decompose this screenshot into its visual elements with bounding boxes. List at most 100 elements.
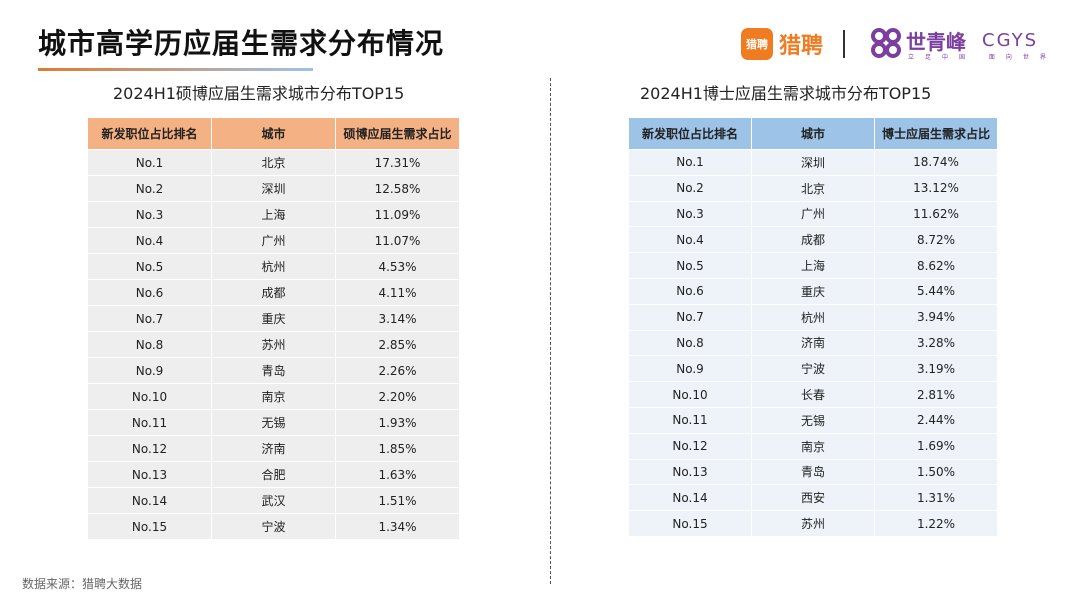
table-row: No.5 杭州 4.53% — [87, 253, 460, 280]
cell-share: 13.12% — [874, 174, 998, 202]
cell-city: 南京 — [751, 432, 875, 460]
masters-phd-city-table: 新发职位占比排名 城市 硕博应届生需求占比 No.1 北京 17.31% No.2 深圳… — [87, 117, 460, 540]
cell-share: 11.09% — [335, 201, 460, 228]
cell-rank: No.3 — [628, 200, 752, 228]
liepin-logo: 猎聘 猎聘 — [741, 28, 823, 60]
cell-rank: No.2 — [87, 175, 212, 202]
cell-share: 1.34% — [335, 513, 460, 540]
table-row: No.5 上海 8.62% — [628, 252, 998, 279]
cell-city: 成都 — [751, 226, 875, 254]
table-row: No.14 武汉 1.51% — [87, 487, 460, 514]
cell-share: 1.22% — [874, 510, 998, 537]
table-row: No.1 深圳 18.74% — [628, 149, 998, 176]
table-row: No.9 宁波 3.19% — [628, 355, 998, 383]
table-row: No.3 广州 11.62% — [628, 200, 998, 228]
cell-city: 杭州 — [751, 303, 875, 331]
column-header-rank: 新发职位占比排名 — [87, 117, 212, 150]
table-row: No.13 合肥 1.63% — [87, 461, 460, 488]
table-header-row: 新发职位占比排名 城市 博士应届生需求占比 — [628, 117, 998, 150]
cell-city: 深圳 — [751, 149, 875, 176]
cgys-logo-cn: 世青峰 — [906, 30, 966, 54]
center-divider — [550, 78, 551, 584]
cell-rank: No.9 — [87, 357, 212, 384]
cell-rank: No.14 — [628, 484, 752, 512]
cell-city: 重庆 — [751, 277, 875, 305]
cell-city: 上海 — [211, 201, 336, 228]
table-row: No.8 苏州 2.85% — [87, 331, 460, 358]
cell-city: 无锡 — [751, 406, 875, 434]
cell-rank: No.11 — [628, 406, 752, 434]
logo-divider — [843, 30, 845, 58]
column-header-city: 城市 — [211, 117, 336, 150]
cell-city: 北京 — [211, 149, 336, 176]
cell-share: 18.74% — [874, 149, 998, 176]
cell-rank: No.9 — [628, 355, 752, 383]
cell-share: 8.72% — [874, 226, 998, 254]
cell-rank: No.1 — [628, 149, 752, 176]
cell-rank: No.6 — [628, 277, 752, 305]
table-row: No.7 杭州 3.94% — [628, 303, 998, 331]
cell-rank: No.10 — [628, 381, 752, 408]
title-underline — [38, 68, 313, 71]
cell-share: 2.85% — [335, 331, 460, 358]
cell-share: 1.85% — [335, 435, 460, 462]
table-row: No.2 深圳 12.58% — [87, 175, 460, 202]
cell-rank: No.7 — [87, 305, 212, 332]
cell-share: 11.62% — [874, 200, 998, 228]
cell-share: 3.19% — [874, 355, 998, 383]
table-row: No.14 西安 1.31% — [628, 484, 998, 512]
cell-rank: No.6 — [87, 279, 212, 306]
cell-city: 苏州 — [211, 331, 336, 358]
cell-share: 5.44% — [874, 277, 998, 305]
cell-share: 2.44% — [874, 406, 998, 434]
table-row: No.4 成都 8.72% — [628, 226, 998, 254]
cell-rank: No.15 — [628, 510, 752, 537]
cell-city: 广州 — [751, 200, 875, 228]
cell-city: 北京 — [751, 174, 875, 202]
table-row: No.15 宁波 1.34% — [87, 513, 460, 540]
liepin-logo-badge: 猎聘 — [741, 28, 773, 60]
cell-rank: No.8 — [87, 331, 212, 358]
cell-city: 上海 — [751, 252, 875, 279]
cell-city: 重庆 — [211, 305, 336, 332]
cell-share: 1.51% — [335, 487, 460, 514]
page-title: 城市高学历应届生需求分布情况 — [38, 27, 445, 60]
table-row: No.6 重庆 5.44% — [628, 277, 998, 305]
table-row: No.11 无锡 2.44% — [628, 406, 998, 434]
cell-city: 无锡 — [211, 409, 336, 436]
cell-share: 3.94% — [874, 303, 998, 331]
cell-city: 苏州 — [751, 510, 875, 537]
cell-share: 1.69% — [874, 432, 998, 460]
table-row: No.4 广州 11.07% — [87, 227, 460, 254]
cell-city: 青岛 — [751, 458, 875, 486]
left-table-caption: 2024H1硕博应届生需求城市分布TOP15 — [113, 84, 405, 103]
cell-city: 武汉 — [211, 487, 336, 514]
cell-city: 西安 — [751, 484, 875, 512]
table-row: No.2 北京 13.12% — [628, 174, 998, 202]
cell-city: 成都 — [211, 279, 336, 306]
cell-city: 济南 — [211, 435, 336, 462]
table-row: No.7 重庆 3.14% — [87, 305, 460, 332]
table-row: No.10 长春 2.81% — [628, 381, 998, 408]
cgys-mark-icon — [871, 28, 901, 58]
cell-city: 杭州 — [211, 253, 336, 280]
cell-city: 宁波 — [751, 355, 875, 383]
cell-rank: No.12 — [87, 435, 212, 462]
cell-city: 合肥 — [211, 461, 336, 488]
cell-rank: No.8 — [628, 329, 752, 357]
table-row: No.9 青岛 2.26% — [87, 357, 460, 384]
cell-city: 济南 — [751, 329, 875, 357]
cell-rank: No.13 — [628, 458, 752, 486]
cell-share: 2.20% — [335, 383, 460, 410]
cell-rank: No.1 — [87, 149, 212, 176]
cell-share: 1.93% — [335, 409, 460, 436]
column-header-city: 城市 — [751, 117, 875, 150]
column-header-share: 博士应届生需求占比 — [874, 117, 998, 150]
cell-share: 17.31% — [335, 149, 460, 176]
cell-rank: No.10 — [87, 383, 212, 410]
cell-rank: No.12 — [628, 432, 752, 460]
cell-share: 8.62% — [874, 252, 998, 279]
phd-city-table: 新发职位占比排名 城市 博士应届生需求占比 No.1 深圳 18.74% No.2 北京… — [628, 117, 998, 537]
cell-share: 2.81% — [874, 381, 998, 408]
cell-share: 3.28% — [874, 329, 998, 357]
